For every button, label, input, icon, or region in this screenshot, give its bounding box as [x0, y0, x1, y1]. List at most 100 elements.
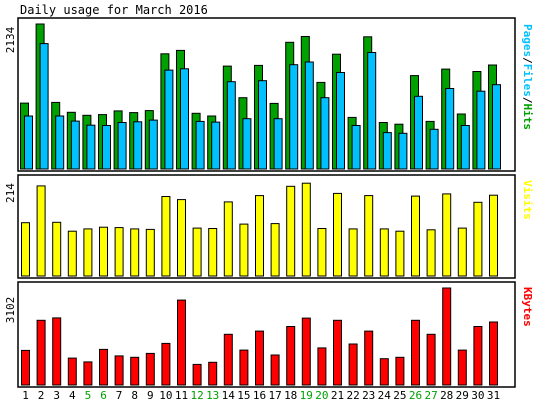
- bar-files-day-20: [320, 97, 330, 170]
- bar-visits-day-14: [223, 201, 233, 277]
- day-label: 3: [53, 389, 60, 402]
- bar-visits-day-15: [239, 223, 249, 277]
- bar-files-day-3: [55, 115, 65, 170]
- panel-max-label-visits: 214: [4, 183, 17, 203]
- bar-kbytes-day-26: [411, 319, 420, 386]
- bar-kbytes-day-23: [364, 330, 374, 386]
- bar-visits-day-5: [83, 228, 93, 277]
- bar-files-day-28: [445, 88, 455, 170]
- panel-legend-pages-files-hits: Pages/Files/Hits: [521, 24, 533, 130]
- day-label: 6: [100, 389, 107, 402]
- chart-title: Daily usage for March 2016: [20, 3, 208, 17]
- bar-files-day-30: [476, 90, 486, 170]
- bar-visits-day-31: [489, 194, 498, 277]
- bar-visits-day-9: [145, 228, 155, 277]
- day-label: 5: [85, 389, 92, 402]
- day-label: 13: [206, 389, 219, 402]
- bar-kbytes-day-20: [317, 347, 327, 386]
- bar-kbytes-day-4: [67, 357, 77, 386]
- day-label: 10: [159, 389, 172, 402]
- legend-entry: Files: [521, 64, 533, 97]
- bar-files-day-31: [492, 84, 501, 170]
- bar-kbytes-day-8: [130, 356, 140, 386]
- day-label: 29: [456, 389, 469, 402]
- bar-kbytes-day-11: [177, 299, 186, 386]
- bar-visits-day-28: [442, 193, 452, 277]
- bar-kbytes-day-31: [489, 321, 498, 386]
- bar-visits-day-12: [192, 227, 202, 277]
- bar-files-day-29: [460, 125, 470, 170]
- legend-entry: /: [521, 57, 533, 64]
- bar-visits-day-4: [67, 230, 77, 277]
- bar-visits-day-11: [177, 199, 186, 277]
- bar-files-day-4: [70, 120, 80, 170]
- bar-visits-day-3: [52, 221, 62, 277]
- panel-frame-pages-files-hits: [17, 17, 516, 172]
- day-label: 20: [315, 389, 328, 402]
- bar-files-day-12: [195, 120, 205, 170]
- day-label: 7: [116, 389, 123, 402]
- bar-files-day-15: [242, 118, 252, 170]
- bar-visits-day-6: [99, 226, 108, 277]
- day-label: 28: [440, 389, 453, 402]
- bar-files-day-19: [304, 61, 314, 170]
- bar-files-day-18: [289, 64, 299, 170]
- day-label: 9: [147, 389, 154, 402]
- bar-files-day-6: [102, 125, 111, 170]
- bar-files-day-16: [258, 80, 267, 170]
- day-label: 18: [284, 389, 297, 402]
- bar-visits-day-29: [457, 227, 467, 277]
- bar-files-day-1: [24, 115, 33, 170]
- bar-visits-day-2: [36, 185, 46, 277]
- day-label: 17: [268, 389, 281, 402]
- panel-legend-visits: Visits: [521, 180, 533, 220]
- legend-entry: KBytes: [521, 287, 533, 327]
- bar-kbytes-day-30: [473, 326, 483, 386]
- bar-visits-day-21: [333, 192, 342, 277]
- legend-entry: Hits: [521, 104, 533, 131]
- bar-visits-day-25: [395, 230, 405, 277]
- day-label: 4: [69, 389, 76, 402]
- bar-visits-day-22: [348, 228, 358, 277]
- panel-legend-kbytes: KBytes: [521, 287, 533, 327]
- bar-kbytes-day-2: [36, 319, 46, 386]
- bar-visits-day-19: [301, 182, 311, 277]
- bar-visits-day-26: [411, 195, 420, 277]
- bar-files-day-23: [367, 52, 377, 170]
- bar-kbytes-day-10: [161, 342, 171, 386]
- bar-files-day-25: [398, 132, 408, 170]
- day-label: 2: [38, 389, 45, 402]
- bar-visits-day-24: [379, 228, 389, 277]
- panel-max-label-kbytes: 3102: [4, 297, 17, 324]
- bar-visits-day-8: [130, 228, 140, 277]
- bar-kbytes-day-22: [348, 343, 358, 386]
- day-label: 21: [331, 389, 344, 402]
- bar-kbytes-day-3: [52, 317, 62, 386]
- legend-entry: /: [521, 97, 533, 104]
- bar-kbytes-day-16: [255, 330, 264, 386]
- bar-files-day-21: [336, 72, 345, 170]
- bar-files-day-5: [86, 124, 96, 170]
- bar-kbytes-day-28: [442, 287, 452, 386]
- bar-kbytes-day-24: [379, 358, 389, 386]
- panel-frame-visits: [17, 174, 516, 279]
- bar-kbytes-day-14: [223, 333, 233, 386]
- bar-visits-day-18: [286, 185, 296, 277]
- bar-files-day-24: [382, 132, 392, 170]
- panel-max-label-pages-files-hits: 2134: [4, 26, 17, 53]
- bar-visits-day-13: [208, 228, 218, 277]
- day-label: 30: [471, 389, 484, 402]
- bar-kbytes-day-27: [426, 333, 436, 386]
- bar-kbytes-day-7: [114, 355, 124, 386]
- day-label: 11: [175, 389, 188, 402]
- bar-visits-day-1: [21, 222, 30, 277]
- day-label: 23: [362, 389, 375, 402]
- bar-files-day-7: [117, 122, 127, 170]
- bar-files-day-26: [414, 95, 423, 170]
- day-label: 26: [409, 389, 422, 402]
- bar-files-day-13: [211, 121, 221, 170]
- bar-visits-day-27: [426, 229, 436, 277]
- bar-kbytes-day-13: [208, 361, 218, 386]
